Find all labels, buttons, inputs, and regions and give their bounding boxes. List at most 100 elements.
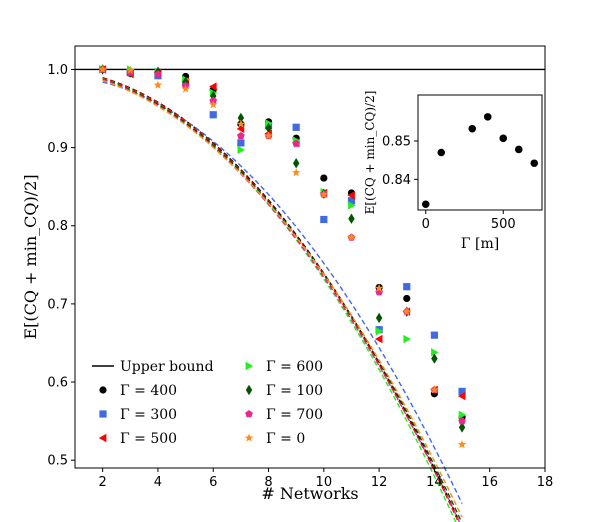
data-point — [292, 139, 300, 147]
data-point — [347, 232, 356, 242]
legend-marker-icon — [99, 386, 107, 394]
inset-y-tick-label: 0.84 — [382, 173, 411, 188]
series-4 — [99, 64, 466, 433]
fit-curve-6 — [102, 79, 463, 518]
inset-data-point — [499, 134, 508, 143]
data-point — [153, 80, 163, 89]
data-point — [403, 294, 411, 303]
y-tick-label: 0.6 — [47, 376, 68, 391]
data-point — [403, 283, 411, 291]
data-point — [236, 119, 246, 128]
inset-x-tick-label: 0 — [422, 217, 430, 232]
data-point — [348, 213, 355, 224]
data-point — [458, 417, 466, 425]
inset-data-point — [530, 159, 539, 168]
x-tick-label: 8 — [264, 475, 272, 490]
data-point — [374, 283, 384, 292]
data-point — [347, 197, 356, 205]
inset-x-axis-label: Γ [m] — [461, 236, 499, 252]
legend-label: Upper bound — [120, 359, 214, 375]
data-point — [154, 70, 162, 78]
data-point — [403, 334, 411, 344]
data-point — [208, 100, 218, 109]
x-tick-label: 4 — [154, 475, 162, 490]
inset-frame — [417, 94, 543, 211]
data-point — [374, 334, 383, 344]
legend-marker-icon — [245, 410, 253, 418]
data-point — [292, 158, 300, 169]
inset-data-point — [483, 113, 492, 121]
y-axis-label: E[(CQ + min_CQ)/2] — [21, 174, 40, 339]
x-tick-label: 12 — [371, 475, 388, 490]
data-point — [402, 307, 412, 316]
legend-item-0: Γ = 400 — [99, 383, 177, 399]
data-point — [209, 82, 217, 91]
x-tick-label: 18 — [537, 475, 554, 490]
data-point — [320, 174, 328, 182]
legend-item-4: Γ = 100 — [245, 383, 323, 399]
series-6 — [98, 64, 467, 449]
legend-marker-icon — [99, 410, 107, 418]
legend-label: Γ = 300 — [120, 407, 177, 423]
y-tick-label: 1.0 — [47, 63, 68, 78]
inset-data-point — [421, 200, 430, 209]
data-point — [98, 64, 107, 74]
legend-label: Γ = 700 — [266, 407, 323, 423]
legend-item-6: Γ = 0 — [244, 431, 305, 447]
series-2 — [98, 65, 466, 401]
data-point — [210, 90, 217, 102]
legend-item-2: Γ = 500 — [98, 431, 177, 447]
legend-item-5: Γ = 700 — [245, 407, 323, 423]
legend-label: Γ = 0 — [266, 431, 305, 447]
data-point — [181, 84, 190, 93]
legend-label: Γ = 600 — [266, 359, 323, 375]
data-point — [458, 422, 466, 433]
data-point — [237, 112, 245, 124]
legend-label: Γ = 500 — [120, 431, 177, 447]
data-point — [291, 168, 301, 177]
data-point — [431, 348, 439, 357]
y-tick-label: 0.8 — [47, 219, 68, 234]
data-point — [375, 312, 383, 324]
x-tick-label: 10 — [316, 475, 333, 490]
data-point — [348, 201, 356, 210]
x-tick-label: 6 — [209, 475, 217, 490]
data-point — [319, 189, 329, 199]
data-point — [458, 387, 466, 396]
inset-data-point — [468, 124, 477, 133]
data-point — [264, 131, 273, 140]
x-tick-label: 14 — [426, 475, 443, 490]
fit-curve-2 — [102, 77, 460, 522]
legend-label: Γ = 100 — [266, 383, 323, 399]
inset-y-axis-label: E[(CQ + min_CQ)/2] — [363, 91, 377, 215]
inset-data-point — [437, 148, 446, 157]
inset-series — [421, 113, 539, 209]
data-point — [431, 353, 438, 364]
legend-marker-icon — [245, 361, 254, 371]
data-point — [375, 327, 384, 336]
x-tick-label: 16 — [481, 475, 498, 490]
data-point — [209, 111, 217, 119]
legend-label: Γ = 400 — [120, 383, 177, 399]
x-axis-label: # Networks — [261, 484, 358, 503]
legend-marker-icon — [245, 384, 253, 396]
data-point — [320, 215, 328, 224]
data-point — [265, 122, 272, 134]
inset-data-point — [514, 145, 523, 154]
data-point — [292, 123, 300, 131]
data-point — [237, 145, 246, 155]
y-tick-label: 0.5 — [47, 454, 68, 469]
data-point — [430, 385, 439, 394]
legend-item-1: Γ = 300 — [99, 407, 177, 423]
legend-item-upper-bound: Upper bound — [92, 359, 214, 375]
inset-y-tick-label: 0.85 — [382, 135, 411, 150]
y-tick-label: 0.9 — [47, 141, 68, 156]
x-tick-label: 2 — [99, 475, 107, 490]
inset-x-tick-label: 500 — [491, 217, 516, 232]
fit-curve-4 — [102, 78, 463, 522]
data-point — [126, 65, 135, 74]
y-tick-label: 0.7 — [47, 297, 68, 312]
legend-marker-icon — [98, 433, 107, 443]
legend-item-3: Γ = 600 — [245, 359, 323, 375]
